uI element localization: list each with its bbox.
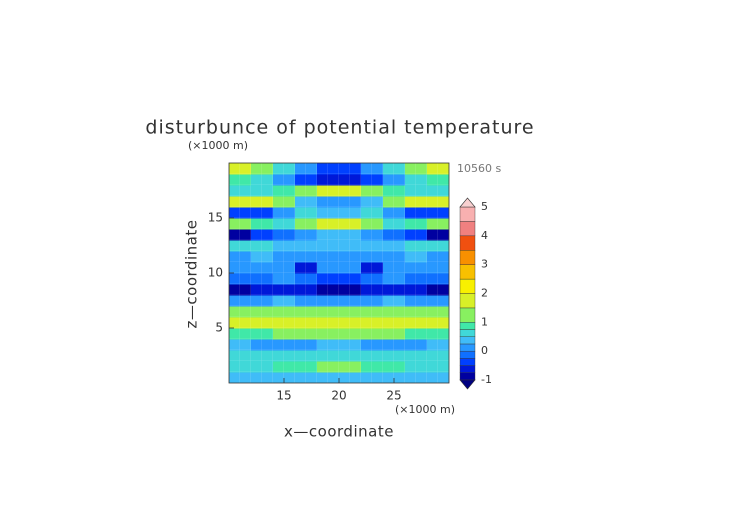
colorbar-bin (459, 235, 476, 251)
colorbar-bin (459, 307, 476, 323)
colorbar-bin (459, 329, 476, 337)
x-tick-label: 20 (331, 389, 346, 403)
colorbar-tick-label: -1 (481, 373, 492, 386)
colorbar-bin (459, 336, 476, 345)
y-tick-label: 15 (208, 211, 223, 225)
colorbar-bin (459, 322, 476, 330)
colorbar-tick-label: 2 (481, 287, 488, 300)
colorbar-bin (459, 343, 476, 352)
time-label: 10560 s (457, 162, 501, 175)
colorbar-bin (459, 372, 476, 381)
x-axis-label: x—coordinate (284, 423, 394, 441)
colorbar-bin (459, 358, 476, 366)
colorbar-tick-label: 3 (481, 258, 488, 271)
colorbar-bin (459, 278, 476, 294)
colorbar-bin (459, 365, 476, 373)
colorbar-over (459, 197, 476, 208)
colorbar-bin (459, 264, 476, 280)
chart-title: disturbunce of potential temperature (145, 117, 534, 139)
colorbar-tick-label: 0 (481, 344, 488, 357)
x-tick-label: 15 (276, 389, 291, 403)
colorbar-under (459, 379, 476, 390)
grid-overlay (229, 163, 449, 383)
colorbar-tick-label: 5 (481, 200, 488, 213)
y-unit: (×1000 m) (188, 139, 248, 152)
colorbar-bin (459, 293, 476, 309)
colorbar-bin (459, 221, 476, 237)
y-tick-label: 5 (215, 321, 223, 335)
x-tick-label: 25 (386, 389, 401, 403)
colorbar-tick-label: 4 (481, 229, 488, 242)
colorbar-tick-label: 1 (481, 315, 488, 328)
colorbar-bin (459, 350, 476, 359)
colorbar-bin (459, 206, 476, 222)
y-axis-label: z—coordinate (183, 220, 201, 329)
colorbar-bin (459, 250, 476, 265)
y-tick-label: 10 (208, 266, 223, 280)
x-unit: (×1000 m) (395, 403, 455, 416)
